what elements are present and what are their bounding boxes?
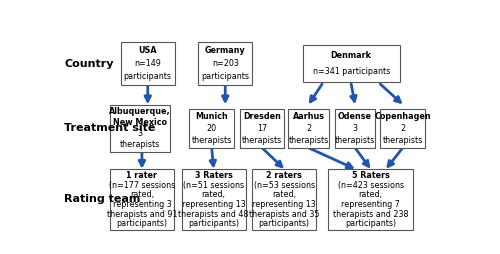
Text: (n=423 sessions: (n=423 sessions <box>338 181 404 190</box>
Text: participants: participants <box>201 72 249 81</box>
Bar <box>380 109 425 148</box>
Text: therapists: therapists <box>120 140 160 149</box>
Text: n=203: n=203 <box>212 59 238 68</box>
Text: Odense: Odense <box>338 112 372 121</box>
Text: therapists: therapists <box>382 136 423 145</box>
Text: Germany: Germany <box>205 46 246 55</box>
Text: participants): participants) <box>116 219 168 228</box>
Bar <box>110 105 170 152</box>
Text: n=341 participants: n=341 participants <box>312 67 390 76</box>
Text: 2: 2 <box>400 124 406 133</box>
Text: 3: 3 <box>138 129 142 138</box>
Text: rated,: rated, <box>130 190 154 199</box>
Text: therapists and 35: therapists and 35 <box>249 210 320 219</box>
Text: therapists: therapists <box>288 136 329 145</box>
Text: participants): participants) <box>345 219 396 228</box>
Bar <box>190 109 234 148</box>
Text: therapists and 48: therapists and 48 <box>178 210 249 219</box>
Text: 5 Raters: 5 Raters <box>352 171 390 180</box>
Bar <box>198 42 252 85</box>
Text: (n=177 sessions: (n=177 sessions <box>109 181 175 190</box>
Text: rated,: rated, <box>358 190 382 199</box>
Text: Albuquerque,: Albuquerque, <box>109 107 171 116</box>
Text: 20: 20 <box>206 124 217 133</box>
Text: 3: 3 <box>352 124 358 133</box>
Text: 1 rater: 1 rater <box>126 171 158 180</box>
Text: USA: USA <box>138 46 157 55</box>
Text: 2 raters: 2 raters <box>266 171 302 180</box>
Text: therapists and 91: therapists and 91 <box>106 210 177 219</box>
Text: participants): participants) <box>258 219 310 228</box>
Text: Denmark: Denmark <box>330 51 372 60</box>
Text: representing 13: representing 13 <box>182 200 246 209</box>
Text: therapists: therapists <box>335 136 375 145</box>
Bar <box>120 42 175 85</box>
Text: representing 7: representing 7 <box>341 200 400 209</box>
Text: (n=53 sessions: (n=53 sessions <box>254 181 314 190</box>
Bar <box>182 169 246 230</box>
Text: rated,: rated, <box>202 190 226 199</box>
Bar <box>328 169 413 230</box>
Text: therapists and 238: therapists and 238 <box>333 210 408 219</box>
Bar <box>303 45 400 82</box>
Text: therapists: therapists <box>192 136 232 145</box>
Bar <box>110 169 174 230</box>
Text: participants: participants <box>124 72 172 81</box>
Bar <box>288 109 329 148</box>
Text: Rating team: Rating team <box>64 194 141 204</box>
Text: therapists: therapists <box>242 136 282 145</box>
Text: Country: Country <box>64 59 114 69</box>
Text: New Mexico: New Mexico <box>113 118 167 127</box>
Text: rated,: rated, <box>272 190 296 199</box>
Text: Aarhus: Aarhus <box>292 112 324 121</box>
Text: 17: 17 <box>257 124 267 133</box>
Bar <box>334 109 376 148</box>
Text: Treatment site: Treatment site <box>64 123 156 133</box>
Text: Dresden: Dresden <box>243 112 281 121</box>
Text: representing 3: representing 3 <box>112 200 172 209</box>
Text: representing 13: representing 13 <box>252 200 316 209</box>
Text: Copenhagen: Copenhagen <box>374 112 431 121</box>
Text: 3 Raters: 3 Raters <box>194 171 232 180</box>
Text: Munich: Munich <box>196 112 228 121</box>
Text: 2: 2 <box>306 124 311 133</box>
Bar <box>252 169 316 230</box>
Text: participants): participants) <box>188 219 239 228</box>
Bar <box>240 109 284 148</box>
Text: (n=51 sessions: (n=51 sessions <box>183 181 244 190</box>
Text: n=149: n=149 <box>134 59 161 68</box>
